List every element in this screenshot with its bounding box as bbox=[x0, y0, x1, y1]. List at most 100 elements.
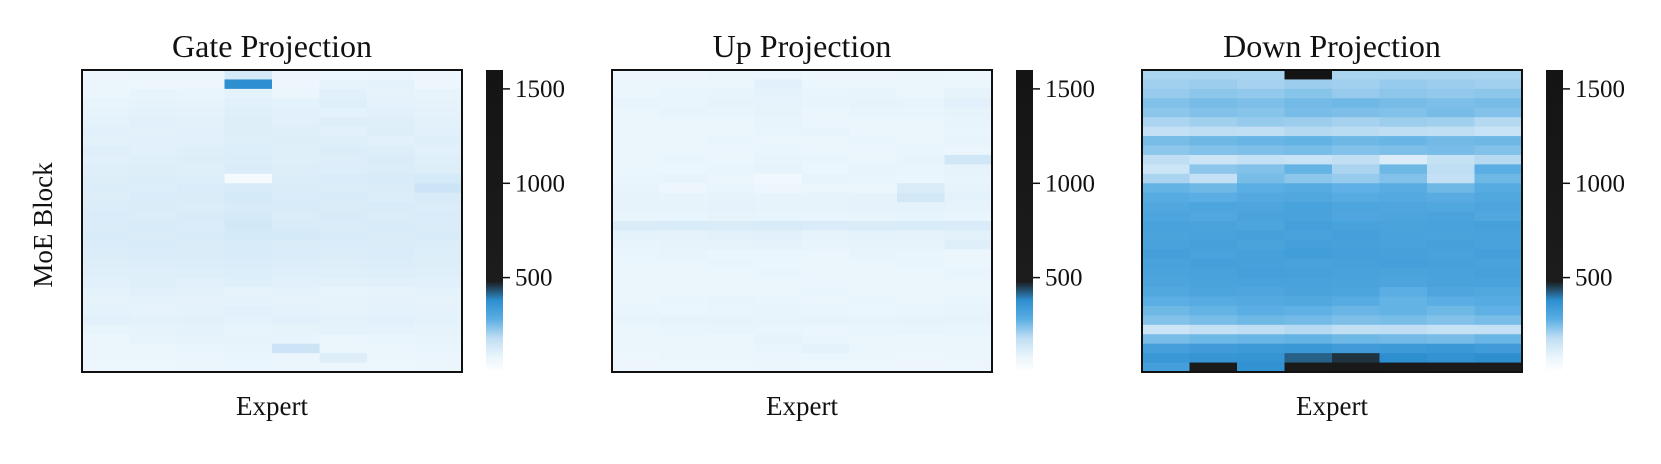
heatmap-cell bbox=[802, 145, 851, 156]
heatmap-cell bbox=[1332, 192, 1381, 203]
heatmap-cell bbox=[849, 183, 898, 194]
heatmap-cell bbox=[319, 221, 368, 232]
heatmap-cell bbox=[1237, 136, 1286, 147]
heatmap-cell bbox=[129, 173, 178, 184]
heatmap-cell bbox=[754, 183, 803, 194]
heatmap-cell bbox=[1379, 164, 1428, 175]
heatmap-cell bbox=[1284, 315, 1333, 326]
heatmap-cell bbox=[1189, 362, 1238, 373]
heatmap-cell bbox=[177, 353, 226, 364]
heatmap-cell bbox=[1284, 334, 1333, 345]
heatmap-cell bbox=[319, 324, 368, 335]
heatmap-cell bbox=[272, 107, 321, 118]
heatmap-cell bbox=[224, 173, 273, 184]
heatmap-cell bbox=[612, 258, 661, 269]
heatmap-cell bbox=[1379, 315, 1428, 326]
heatmap-cell bbox=[612, 202, 661, 213]
heatmap-cell bbox=[367, 296, 416, 307]
heatmap-cell bbox=[414, 230, 463, 241]
heatmap-cell bbox=[802, 230, 851, 241]
heatmap-cell bbox=[82, 221, 131, 232]
heatmap-cell bbox=[1379, 98, 1428, 109]
heatmap-cell bbox=[1379, 126, 1428, 137]
heatmap-cell bbox=[897, 173, 946, 184]
heatmap-cell bbox=[1474, 136, 1523, 147]
heatmap-cell bbox=[944, 362, 993, 373]
panel-gate-projection: Gate Projection Expert 500 1000 1500 bbox=[81, 28, 565, 421]
heatmap-cell bbox=[1332, 126, 1381, 137]
heatmap-cell bbox=[367, 305, 416, 316]
heatmap-cell bbox=[82, 315, 131, 326]
heatmap-cell bbox=[82, 88, 131, 99]
heatmap-cell bbox=[414, 353, 463, 364]
heatmap-cell bbox=[224, 145, 273, 156]
heatmap-cell bbox=[1189, 117, 1238, 128]
heatmap-cell bbox=[1284, 70, 1333, 81]
heatmap-cell bbox=[1284, 249, 1333, 260]
heatmap-cell bbox=[1142, 287, 1191, 298]
heatmap-cell bbox=[414, 343, 463, 354]
heatmap-cell bbox=[1237, 173, 1286, 184]
heatmap-cell bbox=[319, 183, 368, 194]
heatmap-cell bbox=[129, 258, 178, 269]
heatmap-cell bbox=[1379, 154, 1428, 165]
heatmap-cell bbox=[1142, 305, 1191, 316]
heatmap-cell bbox=[802, 305, 851, 316]
heatmap-cell bbox=[1474, 221, 1523, 232]
heatmap-cell bbox=[849, 117, 898, 128]
heatmap-cell bbox=[849, 258, 898, 269]
heatmap-cell bbox=[1427, 315, 1476, 326]
heatmap-cell bbox=[224, 117, 273, 128]
heatmap-cell bbox=[707, 192, 756, 203]
heatmap-cell bbox=[177, 192, 226, 203]
heatmap-cell bbox=[1284, 258, 1333, 269]
heatmap-cell bbox=[754, 88, 803, 99]
heatmap-cell bbox=[849, 192, 898, 203]
heatmap-cell bbox=[944, 239, 993, 250]
heatmap-cell bbox=[129, 107, 178, 118]
heatmap-cell bbox=[129, 353, 178, 364]
heatmap-cell bbox=[1474, 258, 1523, 269]
heatmap-cell bbox=[849, 287, 898, 298]
heatmap-cell bbox=[612, 98, 661, 109]
heatmap-cell bbox=[1379, 136, 1428, 147]
heatmap-cell bbox=[367, 258, 416, 269]
heatmap-cell bbox=[272, 136, 321, 147]
heatmap-cell bbox=[659, 173, 708, 184]
heatmap-cell bbox=[319, 107, 368, 118]
heatmap-cell bbox=[802, 202, 851, 213]
heatmap-cell bbox=[707, 211, 756, 222]
heatmap-cell bbox=[659, 268, 708, 279]
heatmap-cell bbox=[82, 183, 131, 194]
heatmap-cell bbox=[1427, 88, 1476, 99]
heatmap-cell bbox=[1474, 98, 1523, 109]
heatmap-cell bbox=[82, 202, 131, 213]
heatmap-cell bbox=[897, 136, 946, 147]
heatmap-cell bbox=[659, 126, 708, 137]
heatmap-cell bbox=[612, 334, 661, 345]
heatmap-cell bbox=[944, 249, 993, 260]
heatmap-cell bbox=[1189, 239, 1238, 250]
heatmap-cell bbox=[897, 343, 946, 354]
heatmap-cell bbox=[659, 70, 708, 81]
heatmap-cell bbox=[849, 70, 898, 81]
heatmap-cell bbox=[414, 239, 463, 250]
heatmap-cell bbox=[129, 296, 178, 307]
heatmap-cell bbox=[659, 353, 708, 364]
heatmap-cell bbox=[1189, 211, 1238, 222]
heatmap-cell bbox=[754, 249, 803, 260]
heatmap-cell bbox=[1474, 173, 1523, 184]
heatmap-cell bbox=[319, 239, 368, 250]
heatmap-cell bbox=[177, 362, 226, 373]
heatmap-cell bbox=[944, 70, 993, 81]
heatmap-cell bbox=[897, 107, 946, 118]
heatmap-cell bbox=[272, 154, 321, 165]
heatmap-cell bbox=[1379, 249, 1428, 260]
heatmap-cell bbox=[367, 324, 416, 335]
heatmap-cell bbox=[944, 334, 993, 345]
heatmap-cell bbox=[944, 98, 993, 109]
heatmap-cell bbox=[1332, 173, 1381, 184]
heatmap-cell bbox=[177, 324, 226, 335]
heatmap-cell bbox=[1189, 79, 1238, 90]
